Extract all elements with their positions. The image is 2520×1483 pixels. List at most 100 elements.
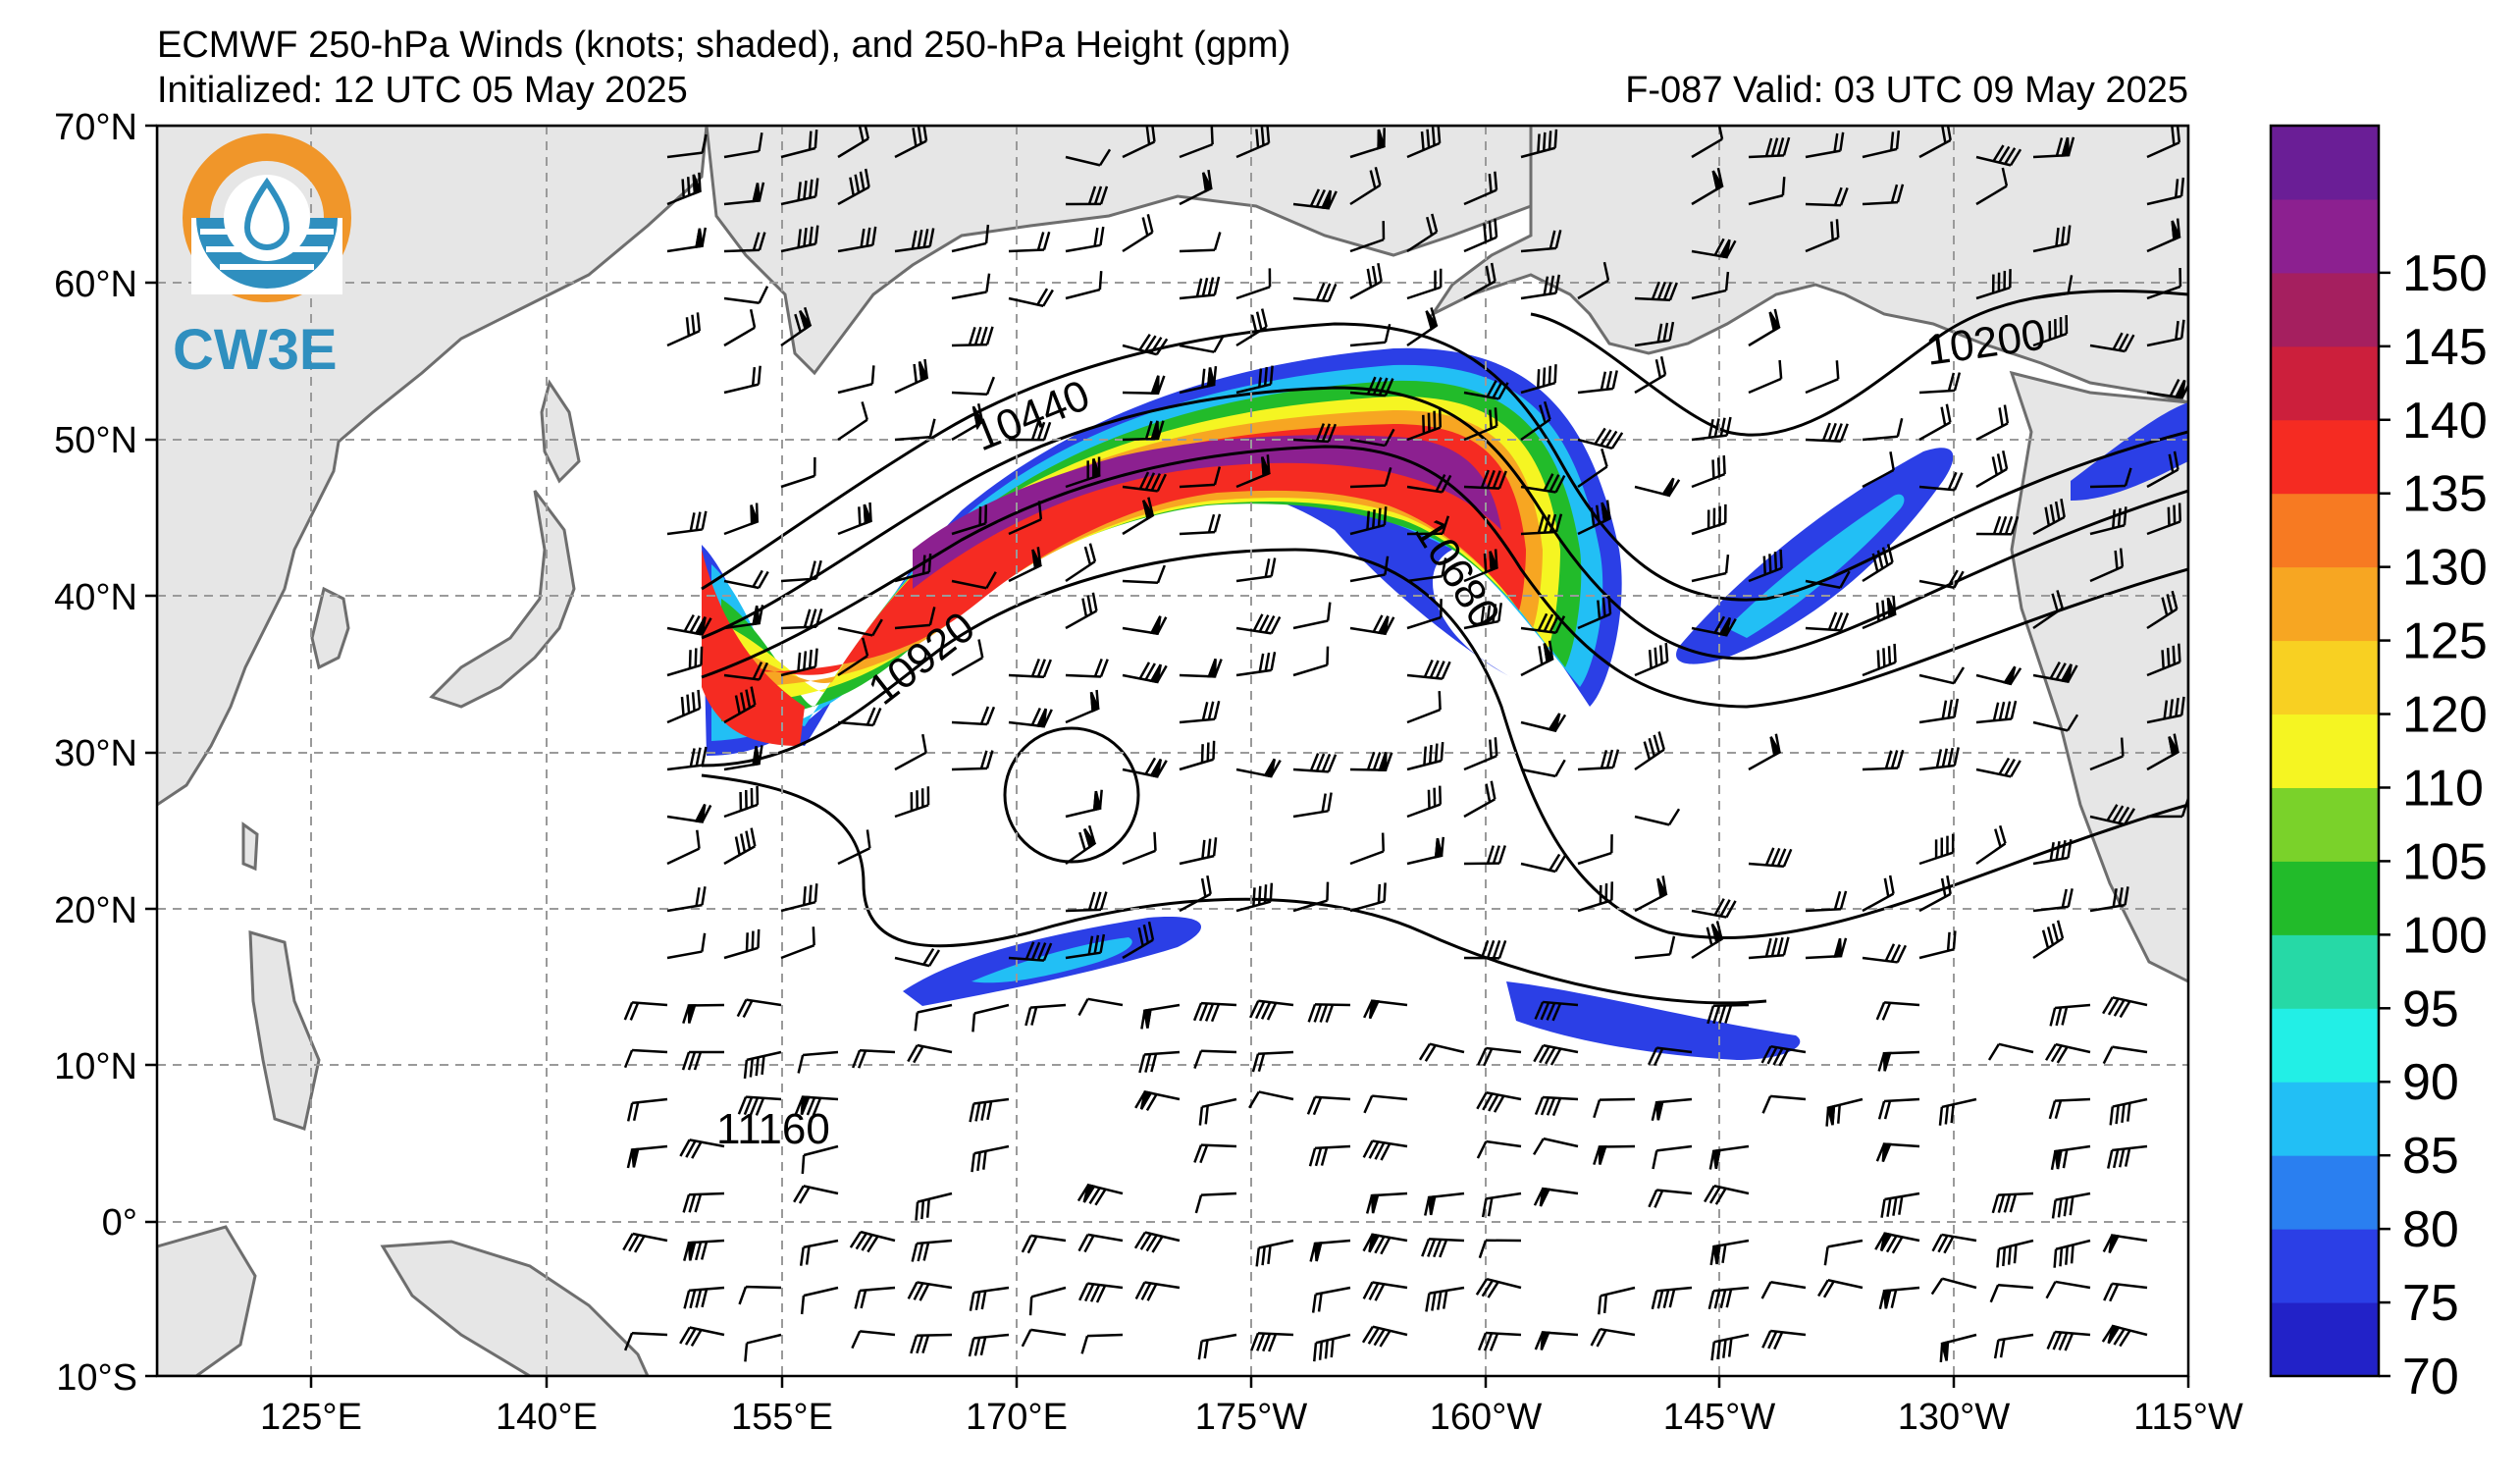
wind-barb-icon [1590,1327,1636,1348]
wind-barb-icon [1918,698,1960,724]
wind-barb-icon [1817,1279,1864,1298]
wind-barb-icon [1179,365,1218,395]
wind-barb-icon [2089,737,2125,771]
wind-barb-icon [1349,832,1386,866]
wind-barb-icon [1577,261,1610,300]
wind-barb-icon [1577,834,1613,866]
wind-barb-icon [837,637,869,677]
wind-barb-icon [1533,1187,1579,1207]
wind-barb-icon [666,886,707,913]
wind-barb-icon [1987,1042,2034,1061]
wind-barb-icon [894,418,936,442]
wind-barb-icon [1122,615,1168,636]
wind-barb-icon [968,1333,1010,1357]
wind-barb-icon [1598,1286,1636,1315]
wind-barb-icon [1825,1097,1864,1127]
wind-barb-icon [2046,1330,2091,1351]
wind-barb-icon [851,1330,896,1350]
wind-barb-icon [1406,515,1450,536]
wind-barb-icon [1065,271,1103,300]
wind-barb-icon [837,618,883,637]
wind-barb-icon [2146,696,2185,724]
wind-barb-icon [1862,874,1895,913]
wind-barb-icon [1918,126,1952,159]
wind-barb-icon [907,1043,953,1064]
wind-barb-icon [1463,939,1507,960]
contour-10560 [701,386,2188,661]
wind-barb-icon [794,1095,839,1116]
wind-barb-icon [1634,731,1665,771]
wind-barb-icon [723,745,763,771]
wind-barb-icon [1520,713,1567,732]
wind-barb-icon [1424,1192,1465,1216]
wind-barb-icon [2032,275,2074,300]
wind-barb-icon [1122,921,1155,960]
wind-barb-icon [2089,467,2132,489]
wind-barb-icon [2102,996,2148,1019]
wind-barb-icon [1065,659,1109,678]
wind-barb-icon [666,829,701,866]
wind-barb-icon [2032,315,2069,347]
wind-barb-icon [800,1286,839,1315]
wind-barb-icon [1349,128,1386,159]
wind-barb-icon [1292,881,1330,913]
wind-barb-icon [1652,1144,1693,1170]
wind-barb-icon [666,646,704,677]
wind-barb-icon [1179,169,1213,206]
contour-11160 [701,773,1767,1005]
wind-barb-icon [1862,451,1895,489]
wind-barb-icon [837,829,871,866]
wind-barb-icon [2032,920,2065,960]
wind-barb-icon [1309,1239,1351,1262]
wind-barb-icon [1307,1003,1351,1023]
wind-barb-icon [1520,364,1557,395]
wind-barb-icon [1477,1331,1522,1351]
wind-barb-icon [2146,218,2181,253]
jet-band-135 [756,424,1526,675]
valid-time: F-087 Valid: 03 UTC 09 May 2025 [1625,70,2188,111]
wind-barb-icon [1875,1142,1920,1163]
wind-barb-icon [1179,837,1218,866]
jet-streak-tropical-east [1506,981,1801,1060]
wind-barb-icon [1520,473,1566,494]
wind-barb-icon [1520,759,1566,778]
colorbar-segment [2271,1008,2379,1083]
wind-barb-icon [951,326,994,347]
colorbar-label: 135 [2402,466,2488,523]
wind-barb-icon [1078,1282,1124,1303]
wind-barb-icon [1008,547,1042,583]
wind-barb-icon [1993,1333,2034,1359]
wind-barb-icon [1975,824,2007,866]
wind-barb-icon [1862,643,1897,677]
wind-barb-icon [1520,129,1558,159]
wind-barb-icon [1577,595,1612,630]
wind-barb-icon [1877,1097,1920,1120]
wind-barb-icon [1463,737,1498,771]
wind-barb-icon [2044,1042,2091,1064]
wind-barb-icon [1939,1333,1977,1363]
colorbar-segment [2271,345,2379,421]
wind-barb-icon [1179,513,1222,536]
wind-barb-icon [1975,404,2010,442]
wind-barb-icon [894,607,936,630]
wind-barb-icon [2032,888,2074,913]
wind-barb-icon [1938,1097,1977,1126]
wind-barb-icon [1179,126,1214,159]
colorbar-segment [2271,934,2379,1009]
lat-label: 60°N [54,264,137,305]
wind-barb-icon [837,168,870,206]
contour-10920 [701,548,2188,939]
wind-barb-icon [1008,231,1051,253]
wind-barb-icon [1406,599,1443,630]
lat-labels: 70°N 60°N 50°N 40°N 30°N 20°N 10°N 0° 10… [54,107,137,1399]
colorbar-segment [2271,1155,2379,1230]
wind-barb-icon [736,998,782,1018]
wind-barb-icon [971,1144,1010,1173]
wind-barb-icon [1975,757,2021,778]
wind-barb-icon [2032,662,2078,683]
wind-barb-icon [969,1097,1010,1123]
wind-barb-icon [2146,379,2188,399]
jet-streak-coast [2071,402,2188,501]
lat-label: 0° [102,1202,137,1244]
wind-barb-icon [1349,751,1393,771]
